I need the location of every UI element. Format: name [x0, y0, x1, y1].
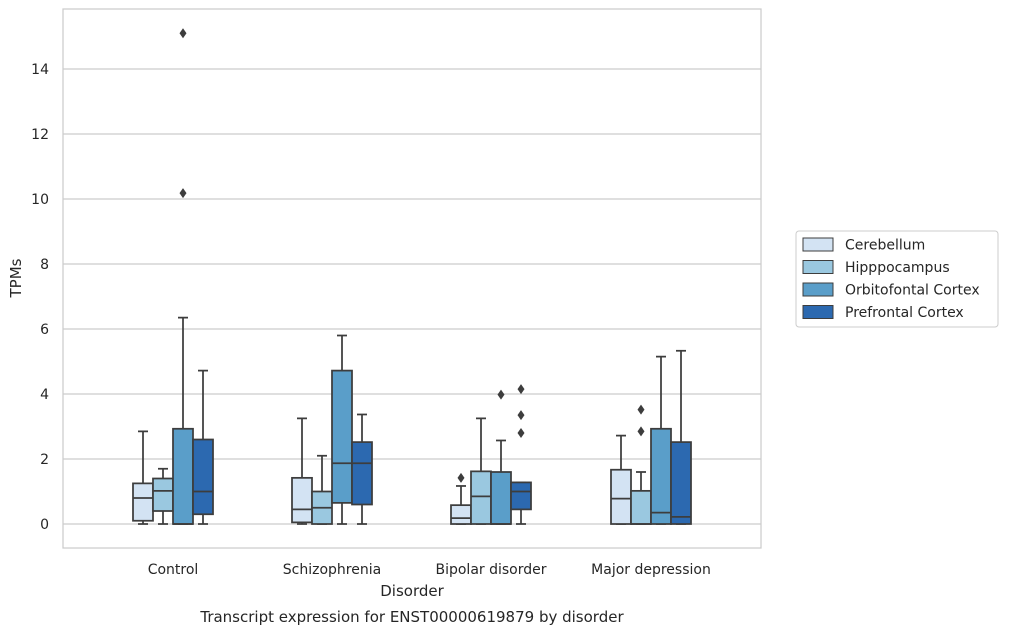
- box: [291, 417, 313, 525]
- series-hipppocampus: [152, 404, 652, 525]
- outlier-point: [637, 426, 645, 437]
- outlier-point: [179, 188, 187, 199]
- legend-swatch: [802, 237, 834, 252]
- y-axis-ticks: 0 2 4 6 8 10 12 14: [31, 62, 49, 533]
- legend-swatch: [802, 305, 834, 319]
- legend-entry: Orbitofontal Cortex: [845, 283, 980, 299]
- box: [132, 430, 154, 525]
- legend-swatch: [802, 260, 834, 274]
- series-prefrontal-cortex: [192, 349, 692, 525]
- x-tick-label: Schizophrenia: [283, 562, 381, 578]
- legend-entry: Hipppocampus: [845, 260, 950, 276]
- outlier-point: [179, 28, 187, 39]
- series-cerebellum: [132, 417, 632, 525]
- box: [351, 413, 373, 525]
- box: [152, 467, 174, 525]
- box-body: [650, 427, 672, 525]
- x-tick-label: Control: [148, 562, 199, 578]
- legend: Cerebellum Hipppocampus Orbitofontal Corte…: [795, 230, 999, 328]
- box-body: [351, 441, 373, 506]
- box: [192, 369, 214, 525]
- plot-area-frame: [62, 8, 762, 549]
- y-axis-label: TPMs: [7, 258, 25, 298]
- y-tick-label: 4: [40, 387, 49, 403]
- box: [610, 434, 632, 525]
- box-series: [132, 28, 692, 525]
- box-body: [630, 489, 652, 525]
- x-tick-label: Bipolar disorder: [435, 562, 546, 578]
- chart-caption: Transcript expression for ENST0000061987…: [199, 608, 624, 626]
- box: [450, 472, 472, 525]
- outlier-point: [517, 428, 525, 438]
- box-body: [510, 481, 532, 511]
- x-tick-label: Major depression: [591, 562, 711, 578]
- legend-frame: [795, 230, 999, 328]
- legend-entry: Prefrontal Cortex: [845, 305, 964, 321]
- box-body: [192, 438, 214, 516]
- series-orbitofontal-cortex: [172, 28, 672, 525]
- y-tick-label: 6: [40, 322, 49, 338]
- y-tick-label: 12: [31, 127, 49, 143]
- y-tick-label: 0: [40, 517, 49, 533]
- box: [490, 389, 512, 525]
- box-body: [450, 504, 472, 525]
- outlier-point: [457, 472, 465, 483]
- box-body: [172, 427, 194, 525]
- box: [172, 28, 194, 525]
- box-body: [132, 482, 154, 522]
- box: [470, 417, 492, 525]
- box-body: [470, 470, 492, 525]
- box: [510, 384, 532, 525]
- legend-swatch: [802, 282, 834, 297]
- y-tick-label: 8: [40, 257, 49, 273]
- box: [311, 454, 333, 525]
- box: [630, 404, 652, 525]
- box-body: [291, 476, 313, 524]
- outlier-point: [497, 389, 505, 400]
- y-tick-label: 10: [31, 192, 49, 208]
- box-body: [331, 369, 353, 504]
- box-body: [490, 471, 512, 525]
- outlier-point: [517, 384, 525, 395]
- x-axis-ticks: Control Schizophrenia Bipolar disorder Majo…: [148, 562, 711, 578]
- box-body: [670, 441, 692, 525]
- box-body: [152, 477, 174, 512]
- box: [650, 355, 672, 525]
- box-body: [610, 468, 632, 525]
- y-tick-label: 14: [31, 62, 49, 78]
- x-axis-label: Disorder: [380, 582, 444, 600]
- box: [670, 349, 692, 525]
- y-tick-label: 2: [40, 452, 49, 468]
- outlier-point: [517, 410, 525, 421]
- outlier-point: [637, 404, 645, 415]
- box: [331, 334, 353, 525]
- legend-entry: Cerebellum: [845, 238, 925, 254]
